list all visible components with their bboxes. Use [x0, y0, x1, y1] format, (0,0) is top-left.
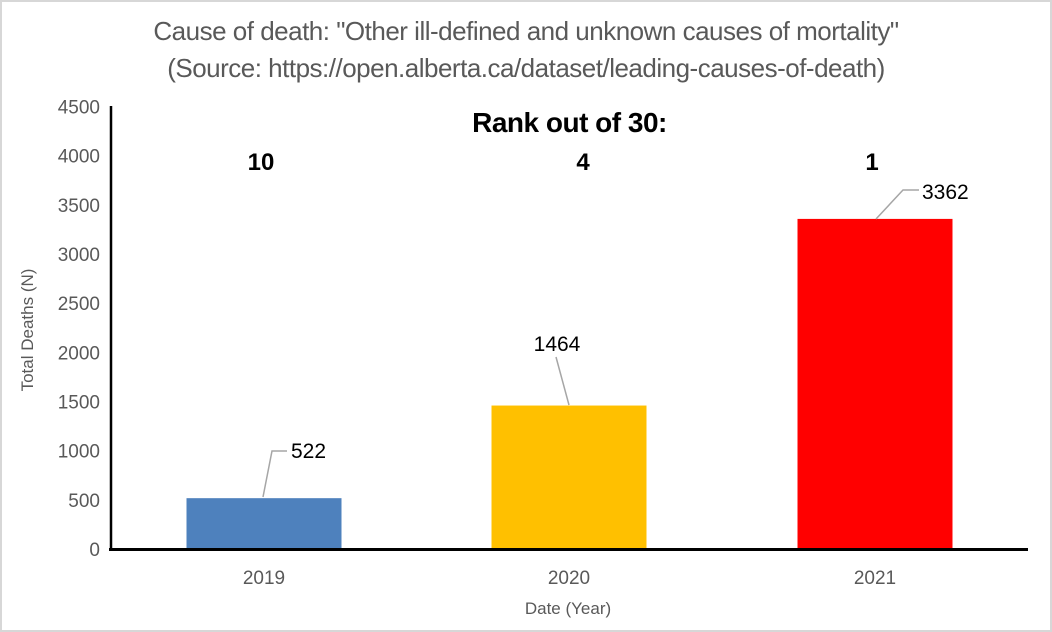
leader-line-2019	[262, 450, 287, 498]
rank-label-2019: 10	[248, 149, 275, 176]
y-tick-3000: 3000	[58, 245, 100, 266]
y-tick-4500: 4500	[58, 98, 100, 119]
y-tick-1000: 1000	[58, 442, 100, 463]
y-tick-500: 500	[68, 491, 100, 512]
y-tick-2500: 2500	[58, 294, 100, 315]
y-tick-1500: 1500	[58, 393, 100, 414]
rank-label-2021: 1	[865, 149, 878, 176]
y-tick-2000: 2000	[58, 343, 100, 364]
data-label-2021: 3362	[922, 181, 969, 204]
x-tick-2020: 2020	[548, 568, 590, 589]
y-tick-3500: 3500	[58, 196, 100, 217]
rank-label-2020: 4	[576, 149, 590, 176]
x-tick-2021: 2021	[854, 568, 896, 589]
data-label-2020: 1464	[534, 333, 581, 356]
chart-title: Cause of death: "Other ill-defined and u…	[0, 13, 1052, 87]
bar-2021	[797, 218, 953, 550]
x-axis-title: Date (Year)	[525, 599, 611, 618]
bar-2019	[186, 498, 342, 550]
y-tick-4000: 4000	[58, 147, 100, 168]
leader-line-2021	[875, 189, 919, 220]
leader-line-2020	[555, 356, 570, 406]
y-tick-0: 0	[89, 540, 100, 561]
y-axis-title: Total Deaths (N)	[18, 269, 37, 392]
chart-title-line2: (Source: https://open.alberta.ca/dataset…	[167, 53, 885, 83]
bar-2020	[491, 405, 647, 550]
chart-title-line1: Cause of death: "Other ill-defined and u…	[153, 16, 899, 46]
rank-annotation-heading: Rank out of 30:	[472, 107, 667, 138]
data-label-2019: 522	[291, 440, 326, 463]
x-tick-2019: 2019	[243, 568, 285, 589]
